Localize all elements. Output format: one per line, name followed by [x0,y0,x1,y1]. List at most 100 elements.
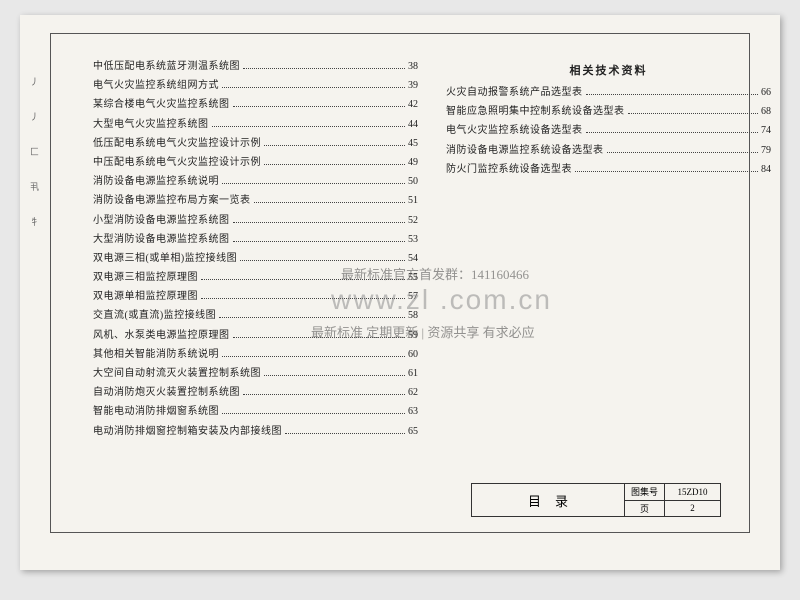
toc-page: 57 [408,292,418,302]
toc-label: 防火门监控系统设备选型表 [446,165,572,175]
toc-row: 自动消防炮灭火装置控制系统图 62 [93,388,418,398]
toc-page: 84 [761,165,771,175]
toc-row: 交直流(或直流)监控接线图 58 [93,311,418,321]
toc-dots [240,260,405,261]
toc-page: 42 [408,100,418,110]
toc-dots [201,279,405,280]
toc-dots [201,298,405,299]
toc-dots [222,183,405,184]
toc-page: 74 [761,126,771,136]
right-section-title: 相关技术资料 [446,62,771,78]
toc-page: 63 [408,407,418,417]
toc-page: 49 [408,158,418,168]
toc-row: 双电源三相(或单相)监控接线图54 [93,254,418,264]
toc-label: 某综合楼电气火灾监控系统图 [93,100,230,110]
page-value: 2 [665,501,720,517]
book-label: 图集号 [625,484,665,500]
toc-row: 消防设备电源监控布局方案一览表51 [93,196,418,206]
footer-meta: 图集号 15ZD10 页 2 [625,483,721,517]
toc-dots [233,241,406,242]
toc-label: 双电源三相监控原理图 [93,273,198,283]
toc-row: 智能电动消防排烟窗系统图 63 [93,407,418,417]
footer-title: 目录 [471,483,625,517]
toc-row: 低压配电系统电气火灾监控设计示例 45 [93,139,418,149]
toc-row: 中压配电系统电气火灾监控设计示例 49 [93,158,418,168]
toc-page: 44 [408,120,418,130]
toc-label: 大空间自动射流灭火装置控制系统图 [93,369,261,379]
toc-dots [264,164,405,165]
toc-label: 中压配电系统电气火灾监控设计示例 [93,158,261,168]
toc-page: 53 [408,235,418,245]
toc-dots [264,375,405,376]
toc-page: 58 [408,311,418,321]
toc-label: 自动消防炮灭火装置控制系统图 [93,388,240,398]
toc-label: 火灾自动报警系统产品选型表 [446,88,583,98]
toc-row: 某综合楼电气火灾监控系统图 42 [93,100,418,110]
toc-row: 大空间自动射流灭火装置控制系统图 61 [93,369,418,379]
toc-dots [233,106,406,107]
toc-page: 38 [408,62,418,72]
toc-dots [575,171,758,172]
page-label: 页 [625,501,665,517]
toc-row: 电气火灾监控系统设备选型表 74 [446,126,771,136]
toc-label: 消防设备电源监控系统说明 [93,177,219,187]
toc-row: 双电源三相监控原理图 55 [93,273,418,283]
toc-content: 中低压配电系统蓝牙测温系统图 38 电气火灾监控系统组网方式 39 某综合楼电气火灾监控… [93,62,771,502]
toc-page: 59 [408,331,418,341]
toc-label: 智能电动消防排烟窗系统图 [93,407,219,417]
toc-page: 51 [408,196,418,206]
toc-page: 54 [408,254,418,264]
toc-label: 风机、水泵类电源监控原理图 [93,331,230,341]
toc-page: 39 [408,81,418,91]
toc-row: 大型消防设备电源监控系统图 53 [93,235,418,245]
toc-dots [233,337,406,338]
toc-page: 79 [761,146,771,156]
toc-dots [212,126,406,127]
toc-row: 火灾自动报警系统产品选型表 66 [446,88,771,98]
toc-label: 电气火灾监控系统组网方式 [93,81,219,91]
toc-label: 小型消防设备电源监控系统图 [93,216,230,226]
page-frame: 中低压配电系统蓝牙测温系统图 38 电气火灾监控系统组网方式 39 某综合楼电气火灾监控… [50,33,750,533]
edge-tabs: 丿丿匚丮牜 [30,75,38,250]
toc-dots [222,413,405,414]
toc-dots [285,433,405,434]
toc-row: 电气火灾监控系统组网方式 39 [93,81,418,91]
toc-dots [254,202,406,203]
toc-page: 65 [408,427,418,437]
toc-label: 电气火灾监控系统设备选型表 [446,126,583,136]
toc-page: 55 [408,273,418,283]
toc-label: 中低压配电系统蓝牙测温系统图 [93,62,240,72]
toc-dots [264,145,405,146]
toc-row: 智能应急照明集中控制系统设备选型表68 [446,107,771,117]
toc-page: 62 [408,388,418,398]
toc-row: 防火门监控系统设备选型表 84 [446,165,771,175]
footer-block: 目录 图集号 15ZD10 页 2 [471,483,721,517]
toc-dots [222,356,405,357]
toc-label: 其他相关智能消防系统说明 [93,350,219,360]
toc-dots [586,132,759,133]
toc-label: 电动消防排烟窗控制箱安装及内部接线图 [93,427,282,437]
toc-page: 61 [408,369,418,379]
toc-row: 其他相关智能消防系统说明60 [93,350,418,360]
toc-dots [219,317,405,318]
toc-page: 68 [761,107,771,117]
toc-label: 双电源单相监控原理图 [93,292,198,302]
toc-row: 中低压配电系统蓝牙测温系统图 38 [93,62,418,72]
toc-label: 低压配电系统电气火灾监控设计示例 [93,139,261,149]
toc-dots [607,152,759,153]
toc-page: 52 [408,216,418,226]
toc-label: 消防设备电源监控系统设备选型表 [446,146,604,156]
toc-dots [243,68,405,69]
toc-page: 45 [408,139,418,149]
toc-label: 大型消防设备电源监控系统图 [93,235,230,245]
toc-dots [222,87,405,88]
toc-page: 66 [761,88,771,98]
toc-label: 交直流(或直流)监控接线图 [93,311,216,321]
toc-left-column: 中低压配电系统蓝牙测温系统图 38 电气火灾监控系统组网方式 39 某综合楼电气火灾监控… [93,62,418,502]
toc-dots [243,394,405,395]
book-value: 15ZD10 [665,484,720,500]
toc-row: 风机、水泵类电源监控原理图 59 [93,331,418,341]
toc-label: 大型电气火灾监控系统图 [93,120,209,130]
document-page: 丿丿匚丮牜 中低压配电系统蓝牙测温系统图 38 电气火灾监控系统组网方式 39 某综合楼… [20,15,780,570]
toc-row: 消防设备电源监控系统设备选型表 79 [446,146,771,156]
